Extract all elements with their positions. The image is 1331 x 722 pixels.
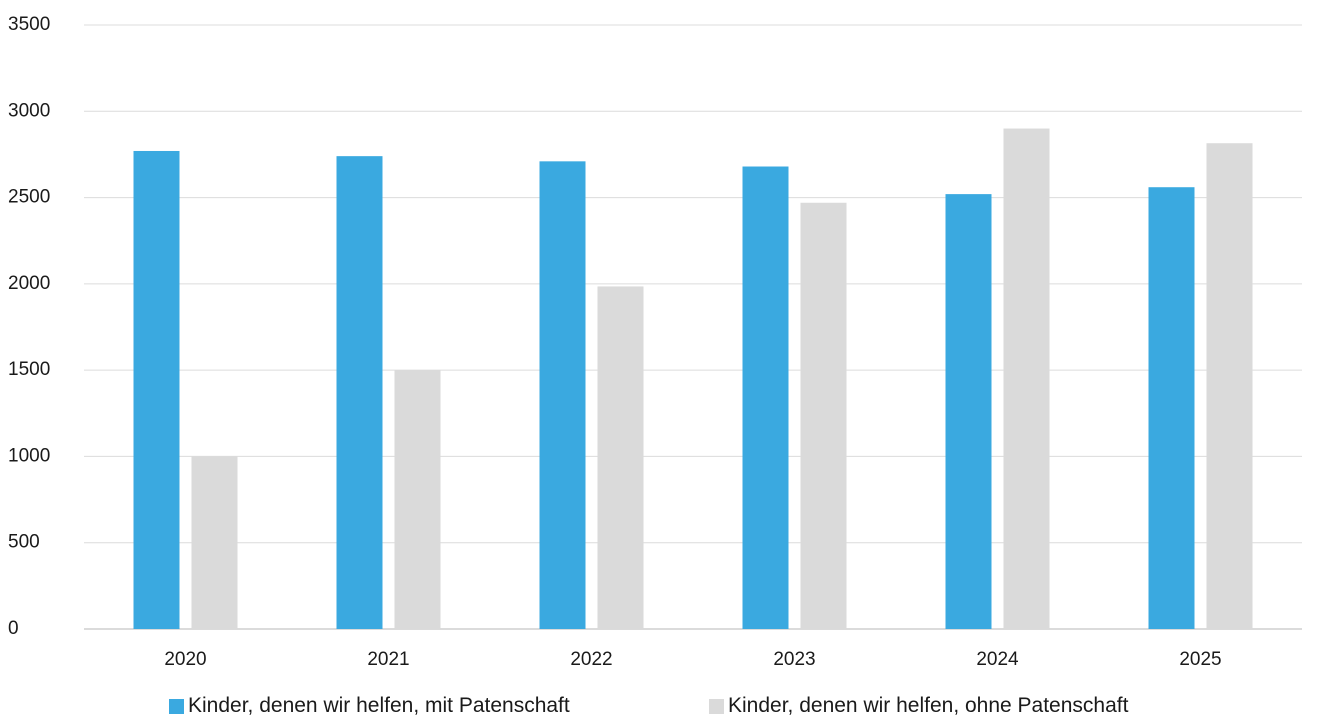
bar-series-1-2021	[336, 156, 383, 629]
legend-swatch-series-1	[169, 698, 184, 714]
bar-series-2-2024	[1003, 128, 1050, 630]
x-tick-label: 2021	[367, 649, 409, 670]
bar-series-2-2022	[597, 286, 644, 629]
x-tick-label: 2020	[164, 649, 206, 670]
x-axis-ticks: 2020 2021 2022 2023 2024 2025	[164, 649, 1221, 670]
bars	[133, 128, 1253, 630]
y-tick-label: 2000	[8, 273, 50, 294]
bar-series-2-2020	[191, 456, 238, 629]
x-tick-label: 2022	[570, 649, 612, 670]
y-tick-label: 1000	[8, 445, 50, 466]
bar-series-2-2021	[394, 370, 441, 629]
x-tick-label: 2023	[773, 649, 815, 670]
bar-series-1-2022	[539, 161, 586, 629]
bar-series-1-2023	[742, 166, 789, 629]
bar-series-1-2024	[945, 194, 992, 629]
y-tick-label: 1500	[8, 359, 50, 380]
bar-series-2-2025	[1206, 143, 1253, 629]
y-tick-label: 2500	[8, 187, 50, 208]
legend-item-series-2: Kinder, denen wir helfen, ohne Patenscha…	[709, 692, 1128, 720]
gridlines	[84, 24, 1302, 630]
legend-label-series-1: Kinder, denen wir helfen, mit Patenschaf…	[188, 694, 570, 717]
bar-series-2-2023	[800, 202, 847, 629]
bar-series-1-2025	[1148, 187, 1195, 629]
y-axis-ticks: 0 500 1000 1500 2000 2500 3000 3500	[8, 14, 50, 639]
y-tick-label: 500	[8, 532, 40, 553]
bar-series-1-2020	[133, 150, 180, 629]
y-tick-label: 3000	[8, 100, 50, 121]
legend-swatch-series-2	[709, 698, 724, 714]
y-tick-label: 3500	[8, 14, 50, 35]
legend: Kinder, denen wir helfen, mit Patenschaf…	[0, 692, 1331, 720]
y-tick-label: 0	[8, 618, 19, 639]
x-tick-label: 2024	[976, 649, 1019, 670]
x-tick-label: 2025	[1179, 649, 1221, 670]
legend-item-series-1: Kinder, denen wir helfen, mit Patenschaf…	[169, 692, 570, 720]
legend-label-series-2: Kinder, denen wir helfen, ohne Patenscha…	[728, 694, 1129, 717]
